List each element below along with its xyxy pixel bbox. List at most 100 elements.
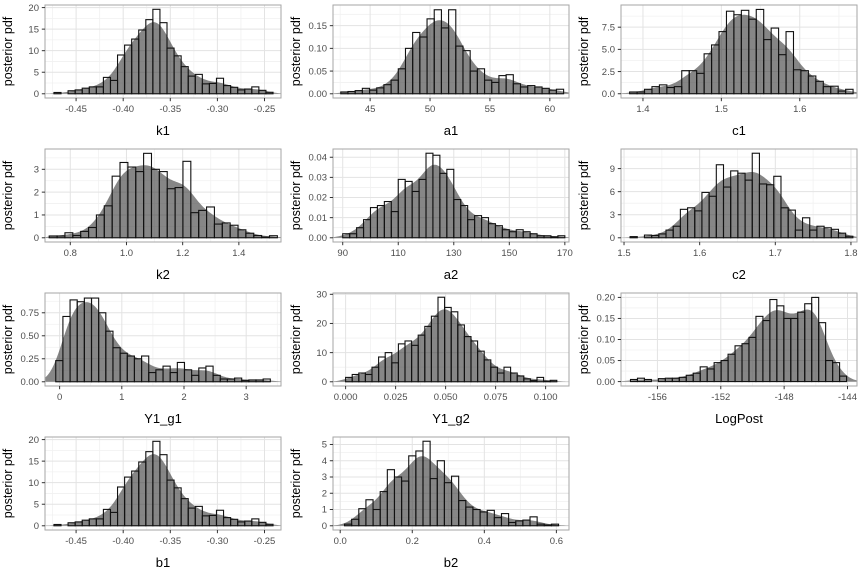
histogram-bar bbox=[785, 31, 795, 95]
x-tick-label: 1.5 bbox=[617, 248, 630, 259]
x-tick-label: -0.25 bbox=[254, 104, 276, 115]
x-axis-title: a2 bbox=[444, 267, 458, 282]
x-tick-label: 130 bbox=[446, 248, 462, 259]
histogram-bars bbox=[629, 8, 854, 95]
x-axis-title: k1 bbox=[156, 123, 170, 138]
x-tick-label: -156 bbox=[648, 392, 667, 403]
x-tick-label: 0.000 bbox=[334, 392, 358, 403]
plot-k1: -0.45 -0.40 -0.35 -0.30 -0.25 0 5 10 15 20 k1 poste… bbox=[1, 3, 282, 138]
y-axis-title: posterior pdf bbox=[1, 304, 15, 374]
x-tick-label: -0.30 bbox=[207, 104, 229, 115]
panel-a1: 45 50 55 60 0.00 0.05 0.10 0.15 a1 posterior pdf bbox=[288, 0, 576, 144]
y-tick-label: 0.02 bbox=[309, 193, 328, 204]
y-axis-title: posterior pdf bbox=[289, 448, 303, 518]
y-tick-label: 5 bbox=[34, 499, 39, 510]
panel-k1: -0.45 -0.40 -0.35 -0.30 -0.25 0 5 10 15 20 k1 poste… bbox=[0, 0, 288, 144]
plot-c2: 1.5 1.6 1.7 1.8 0 3 6 9 c2 posterior pdf bbox=[577, 148, 858, 282]
axis-ticks: -0.45 -0.40 -0.35 -0.30 -0.25 0 5 10 15 20 bbox=[28, 3, 275, 115]
x-axis-title: c2 bbox=[732, 267, 746, 282]
x-tick-label: 1.2 bbox=[176, 248, 189, 259]
y-tick-label: 0 bbox=[322, 377, 327, 388]
x-tick-label: -0.30 bbox=[207, 536, 229, 547]
y-axis-title: posterior pdf bbox=[289, 16, 303, 86]
x-tick-label: 0 bbox=[57, 392, 62, 403]
y-tick-label: 3 bbox=[322, 472, 327, 483]
axis-ticks: 90 110 130 150 170 0.00 0.01 0.02 0.03 0.04 bbox=[309, 152, 573, 259]
panel-border bbox=[44, 4, 282, 99]
axis-ticks: 1.4 1.5 1.6 0.0 2.5 5.0 7.5 bbox=[602, 22, 807, 115]
plot-c1: 1.4 1.5 1.6 0.0 2.5 5.0 7.5 c1 posterior pdf bbox=[577, 4, 858, 138]
panel-c2: 1.5 1.6 1.7 1.8 0 3 6 9 c2 posterior pdf bbox=[576, 144, 864, 288]
x-tick-label: -0.25 bbox=[254, 536, 276, 547]
histogram-bar bbox=[268, 235, 278, 239]
density-area bbox=[45, 22, 281, 94]
y-axis-title: posterior pdf bbox=[1, 160, 15, 230]
y-tick-label: 15 bbox=[28, 24, 39, 35]
x-axis-title: LogPost bbox=[715, 411, 763, 426]
axis-ticks: 0.000 0.025 0.050 0.075 0.100 0 10 20 30 bbox=[316, 290, 557, 403]
grid-minor bbox=[45, 149, 281, 242]
y-tick-label: 2 bbox=[322, 488, 327, 499]
x-tick-label: 50 bbox=[425, 104, 436, 115]
panel-border bbox=[44, 292, 282, 387]
x-tick-label: -0.35 bbox=[159, 536, 181, 547]
y-tick-label: 0.10 bbox=[597, 335, 616, 346]
histogram-bar bbox=[141, 355, 150, 383]
y-tick-label: 15 bbox=[28, 456, 39, 467]
panel-b1: -0.45 -0.40 -0.35 -0.30 -0.25 0 5 10 15 20 b1 poste… bbox=[0, 432, 288, 576]
y-tick-label: 2 bbox=[34, 187, 39, 198]
histogram-bar bbox=[818, 322, 827, 383]
y-tick-label: 1 bbox=[322, 505, 327, 516]
panel-c1: 1.4 1.5 1.6 0.0 2.5 5.0 7.5 c1 posterior pdf bbox=[576, 0, 864, 144]
x-axis-title: b2 bbox=[444, 555, 458, 570]
panel-border bbox=[332, 148, 570, 243]
panel-LogPost: -156 -152 -148 -144 0.00 0.05 0.10 0.15 0.20 LogP… bbox=[576, 288, 864, 432]
y-tick-label: 10 bbox=[316, 348, 327, 359]
x-tick-label: 170 bbox=[557, 248, 573, 259]
x-tick-label: 150 bbox=[501, 248, 517, 259]
x-axis-title: k2 bbox=[156, 267, 170, 282]
histogram-bar bbox=[265, 91, 274, 95]
panel-border bbox=[620, 148, 858, 243]
histogram-bar bbox=[529, 516, 538, 527]
y-tick-label: 10 bbox=[28, 46, 39, 57]
histogram-bar bbox=[832, 362, 841, 383]
x-tick-label: 0.050 bbox=[434, 392, 458, 403]
x-tick-label: 1 bbox=[119, 392, 124, 403]
histogram-bar bbox=[500, 513, 510, 527]
histogram-bar bbox=[830, 85, 839, 95]
plot-k2: 0.8 1.0 1.2 1.4 0 1 2 3 k2 posterior pdf bbox=[1, 148, 282, 282]
panel-border bbox=[332, 292, 570, 387]
x-tick-label: 0.0 bbox=[334, 536, 347, 547]
y-tick-label: 30 bbox=[316, 290, 327, 301]
y-tick-label: 0.25 bbox=[21, 354, 40, 365]
y-tick-label: 0.00 bbox=[309, 233, 328, 244]
y-tick-label: 0.15 bbox=[597, 314, 616, 325]
density-area bbox=[333, 164, 569, 238]
y-tick-label: 5 bbox=[34, 67, 39, 78]
x-tick-label: 1.6 bbox=[693, 248, 706, 259]
x-tick-label: 0.8 bbox=[64, 248, 77, 259]
panel-border bbox=[44, 436, 282, 531]
x-axis-title: a1 bbox=[444, 123, 458, 138]
panel-border bbox=[620, 4, 858, 99]
panel-k2: 0.8 1.0 1.2 1.4 0 1 2 3 k2 posterior pdf bbox=[0, 144, 288, 288]
y-axis-title: posterior pdf bbox=[289, 160, 303, 230]
y-tick-label: 0.00 bbox=[309, 89, 328, 100]
density-area bbox=[621, 14, 857, 94]
x-tick-label: 110 bbox=[391, 248, 406, 259]
histogram-bar bbox=[629, 236, 638, 239]
axis-ticks: -0.45 -0.40 -0.35 -0.30 -0.25 0 5 10 15 20 bbox=[28, 435, 275, 547]
histogram-bar bbox=[53, 523, 62, 527]
y-tick-label: 20 bbox=[316, 319, 327, 330]
x-tick-label: 1.8 bbox=[844, 248, 857, 259]
y-tick-label: 3 bbox=[610, 210, 615, 221]
histogram-bars bbox=[343, 440, 560, 527]
y-tick-label: 0.05 bbox=[309, 66, 328, 77]
y-tick-label: 10 bbox=[28, 478, 39, 489]
histogram-bar bbox=[206, 206, 215, 239]
y-tick-label: 0 bbox=[34, 89, 39, 100]
plot-b1: -0.45 -0.40 -0.35 -0.30 -0.25 0 5 10 15 20 b1 poste… bbox=[1, 435, 282, 570]
histogram-bar bbox=[543, 380, 551, 383]
